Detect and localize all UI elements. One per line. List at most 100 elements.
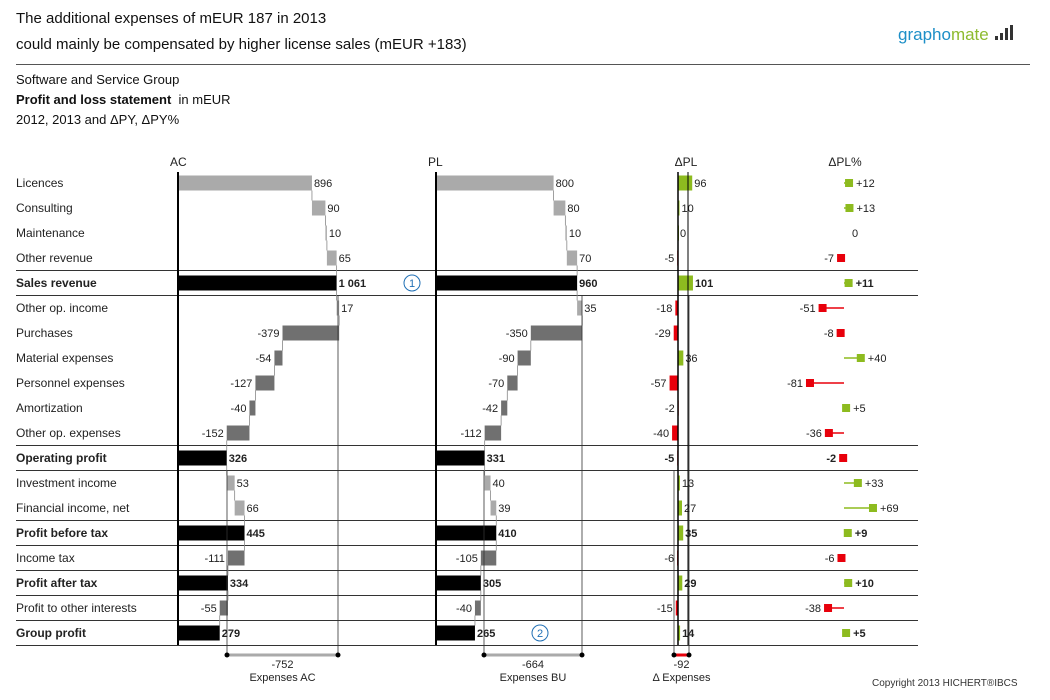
ac-value-label: 326 [229, 453, 247, 465]
pct-pin-head [836, 329, 845, 337]
pl-bar [480, 550, 497, 566]
ac-bar [249, 400, 256, 416]
ac-bar [178, 525, 245, 541]
dpl-value-label: 27 [684, 503, 696, 515]
ac-bar [178, 275, 337, 291]
row-label: Maintenance [16, 226, 85, 240]
dpl-value-label: -5 [664, 253, 674, 265]
ac-value-label: 334 [230, 578, 249, 590]
statement-unit: in mEUR [178, 92, 231, 107]
pct-pin-head [844, 579, 853, 587]
bracket-endpoint [224, 652, 230, 658]
pl-value-label: 305 [483, 578, 501, 590]
dpl-bar [673, 325, 678, 341]
bracket-value: -92 [674, 659, 690, 671]
dpl-bar [675, 300, 678, 316]
ac-value-label: -379 [257, 328, 279, 340]
headline-line-1: The additional expenses of mEUR 187 in 2… [16, 10, 327, 27]
pct-value-label: +5 [853, 628, 866, 640]
ac-value-label: -55 [201, 603, 217, 615]
pl-bar [553, 200, 566, 216]
row-label: Other op. income [16, 301, 108, 315]
statement-period: 2012, 2013 and ΔPY, ΔPY% [16, 112, 180, 127]
dpl-bar [672, 425, 678, 441]
pl-value-label: 265 [477, 628, 495, 640]
pl-value-label: 39 [498, 503, 510, 515]
ac-value-label: -54 [256, 353, 272, 365]
ac-value-label: 445 [247, 528, 265, 540]
dpl-value-label: -5 [664, 453, 674, 465]
pl-value-label: -70 [488, 378, 504, 390]
pl-bar [566, 250, 578, 266]
pct-pin-head [837, 254, 846, 262]
row-label: Financial income, net [16, 501, 130, 515]
dpl-bar [678, 500, 682, 516]
pct-value-label: -6 [825, 553, 835, 565]
pct-value-label: +5 [853, 403, 866, 415]
pl-bar [490, 500, 497, 516]
row-label: Consulting [16, 201, 73, 215]
dpl-bar [675, 600, 678, 616]
pct-pin-head [844, 279, 853, 287]
pl-value-label: 10 [569, 228, 581, 240]
row-label: Material expenses [16, 351, 113, 365]
pl-value-label: -105 [456, 553, 478, 565]
pct-value-label: -51 [800, 303, 816, 315]
ac-value-label: 17 [341, 303, 353, 315]
row-label: Purchases [16, 326, 73, 340]
pct-pin-head [818, 304, 827, 312]
pct-pin-head [842, 629, 851, 637]
pl-value-label: -350 [506, 328, 528, 340]
pct-value-label: +9 [855, 528, 868, 540]
bracket-endpoint [579, 652, 585, 658]
ac-bar [325, 225, 327, 241]
dpl-value-label: 0 [680, 228, 686, 240]
pl-value-label: 35 [584, 303, 596, 315]
pl-value-label: 800 [556, 178, 574, 190]
bracket-value: -664 [522, 659, 544, 671]
pct-pin-head [845, 179, 854, 187]
pct-pin-head [839, 454, 848, 462]
ac-bar [282, 325, 340, 341]
row-label: Sales revenue [16, 276, 97, 290]
header-divider [16, 64, 1030, 65]
dpl-bar [678, 625, 681, 641]
dpl-bar [669, 375, 678, 391]
ac-value-label: -40 [231, 403, 247, 415]
pl-value-label: 331 [487, 453, 505, 465]
pl-value-label: 960 [579, 278, 597, 290]
row-label: Profit before tax [16, 526, 108, 540]
bracket-endpoint [686, 652, 692, 658]
pl-bar [517, 350, 531, 366]
dpl-bar [678, 475, 680, 491]
pct-value-label: 0 [852, 228, 858, 240]
pct-value-label: -36 [806, 428, 822, 440]
bracket-endpoint [335, 652, 341, 658]
annotation-marker-label: 1 [409, 278, 415, 290]
dpl-value-label: 96 [694, 178, 706, 190]
company-name: Software and Service Group [16, 72, 180, 87]
ac-value-label: 65 [339, 253, 351, 265]
pl-bar [436, 625, 475, 641]
pl-value-label: -42 [482, 403, 498, 415]
pl-value-label: 80 [567, 203, 579, 215]
dpl-value-label: 29 [684, 578, 696, 590]
row-label: Operating profit [16, 451, 107, 465]
logo-part-1: grapho [898, 25, 951, 44]
row-label: Personnel expenses [16, 376, 125, 390]
column-header-dpl-pct: ΔPL% [828, 155, 862, 169]
column-header-ac: AC [170, 155, 187, 169]
graphomate-logo: graphomate [898, 24, 1019, 45]
ac-bar [255, 375, 275, 391]
pl-bar [530, 325, 583, 341]
ac-value-label: 896 [314, 178, 332, 190]
pct-value-label: +40 [868, 353, 887, 365]
statement-title: Profit and loss statement [16, 92, 172, 107]
ac-bar [227, 550, 245, 566]
pct-pin-head [805, 379, 814, 387]
logo-bars-icon [995, 25, 1014, 40]
dpl-value-label: -6 [664, 553, 674, 565]
bracket-endpoint [481, 652, 487, 658]
pl-value-label: -40 [456, 603, 472, 615]
